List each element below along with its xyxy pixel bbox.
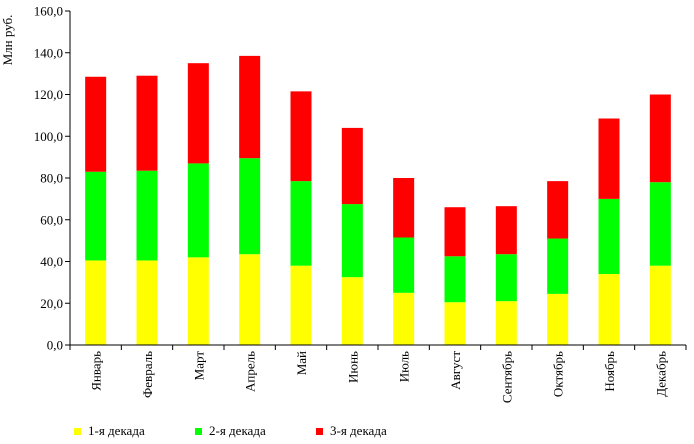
y-ticks: 0,0 20,0 40,0 60,0 80,0 100,0 120,0 140,0 160,0 (34, 4, 70, 353)
bar-segment (239, 158, 261, 255)
x-tick-label: Июль (397, 351, 412, 382)
bar-segment (239, 254, 261, 345)
bar-segment (136, 75, 158, 171)
x-tick-label: Март (191, 351, 206, 381)
bar-segment (290, 91, 312, 182)
legend-swatch (74, 427, 81, 435)
bar-segment (85, 171, 107, 261)
bar-segment (598, 198, 620, 275)
bar-segment (136, 170, 158, 261)
bar-segment (187, 163, 209, 258)
bar-segment (444, 302, 466, 345)
bar-segment (495, 206, 517, 255)
y-tick-label: 60,0 (40, 212, 63, 227)
y-tick-label: 20,0 (40, 296, 63, 311)
bar-segment (547, 293, 569, 345)
axes-layer (69, 11, 686, 346)
bars-layer (85, 55, 671, 345)
legend-item-2: 3-я декада (316, 423, 387, 439)
bar-segment (341, 277, 363, 345)
bar-segment (547, 238, 569, 294)
bar-segment (444, 256, 466, 303)
y-axis-label: Млн руб. (0, 15, 15, 66)
bar-segment (85, 76, 107, 172)
bar-segment (290, 181, 312, 266)
legend-swatch (195, 427, 202, 435)
bar-segment (187, 257, 209, 345)
bar-segment (393, 178, 415, 238)
y-tick-label: 80,0 (40, 171, 63, 186)
x-tick-label: Май (294, 351, 309, 375)
x-tick-label: Июнь (345, 351, 360, 383)
x-ticks: Январь Февраль Март Апрель Май Июнь Июль Август… (69, 345, 687, 403)
bar-segment (290, 265, 312, 345)
x-tick-label: Декабрь (653, 351, 668, 397)
y-tick-label: 100,0 (34, 129, 63, 144)
bar-segment (341, 204, 363, 278)
bar-segment (495, 301, 517, 345)
y-tick-label: 160,0 (34, 4, 63, 19)
bar-segment (187, 63, 209, 164)
bar-segment (85, 260, 107, 345)
legend: 1-я декада 2-я декада 3-я декада (0, 423, 694, 441)
x-tick-label: Январь (89, 351, 104, 391)
bar-segment (341, 127, 363, 205)
bar-segment (393, 292, 415, 345)
x-tick-label: Октябрь (551, 351, 566, 397)
bar-segment (649, 265, 671, 345)
legend-label: 3-я декада (330, 423, 387, 438)
legend-label: 1-я декада (88, 423, 145, 438)
x-tick-label: Февраль (140, 351, 155, 398)
bar-segment (393, 237, 415, 293)
x-tick-label: Апрель (243, 351, 258, 392)
bar-segment (649, 182, 671, 266)
legend-item-1: 2-я декада (195, 423, 266, 439)
x-tick-label: Ноябрь (602, 351, 617, 392)
bar-segment (649, 94, 671, 183)
legend-swatch (316, 427, 323, 435)
legend-item-0: 1-я декада (74, 423, 145, 439)
bar-segment (495, 254, 517, 302)
bar-segment (444, 207, 466, 257)
bar-segment (239, 55, 261, 159)
y-tick-label: 40,0 (40, 254, 63, 269)
bar-segment (547, 181, 569, 239)
x-tick-label: Сентябрь (499, 351, 514, 403)
bar-segment (598, 274, 620, 345)
y-tick-label: 120,0 (34, 87, 63, 102)
y-tick-label: 140,0 (34, 45, 63, 60)
x-tick-label: Август (448, 351, 463, 390)
legend-label: 2-я декада (209, 423, 266, 438)
y-tick-label: 0,0 (47, 338, 63, 353)
bar-segment (598, 118, 620, 199)
bar-segment (136, 260, 158, 345)
